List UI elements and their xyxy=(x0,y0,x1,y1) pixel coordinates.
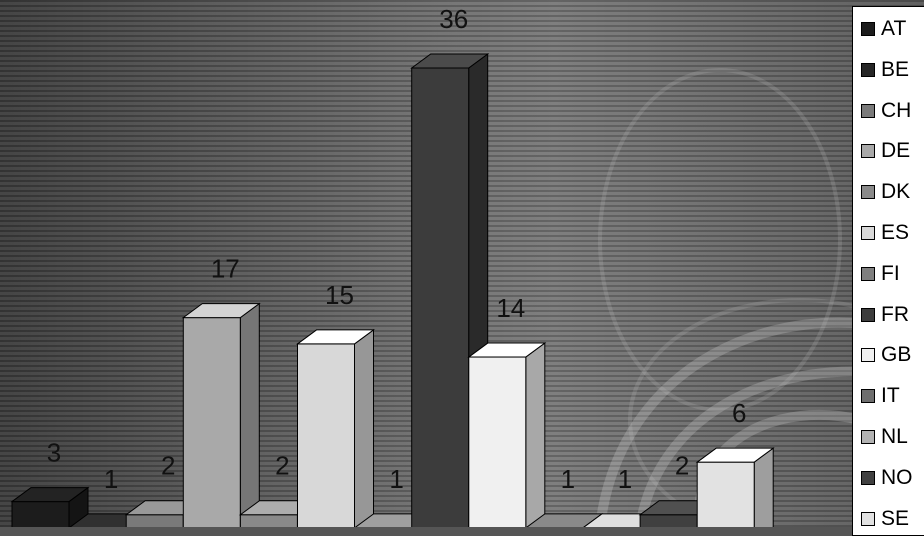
legend-label-it: IT xyxy=(881,384,900,408)
data-label-fi: 1 xyxy=(389,464,403,494)
data-label-de: 17 xyxy=(211,254,240,284)
legend-item-nl: NL xyxy=(861,423,908,451)
bar-at xyxy=(10,486,90,527)
bar-front-fr xyxy=(411,67,470,527)
data-label-gb: 14 xyxy=(496,293,525,323)
legend-swatch-at xyxy=(861,22,875,36)
data-label-es: 15 xyxy=(325,280,354,310)
data-label-nl: 1 xyxy=(618,464,632,494)
data-label-no: 2 xyxy=(675,451,689,481)
bar-front-es xyxy=(297,343,355,527)
legend-label-at: AT xyxy=(881,17,907,40)
legend-item-es: ES xyxy=(861,219,909,247)
bar-front-de xyxy=(182,317,241,527)
bar-front-ch xyxy=(125,514,184,527)
legend-item-it: IT xyxy=(861,382,900,410)
legend-label-fi: FI xyxy=(881,261,900,285)
legend-item-dk: DK xyxy=(861,178,910,206)
data-label-fr: 36 xyxy=(439,4,468,34)
legend-item-ch: CH xyxy=(861,97,911,125)
bar-side-es xyxy=(354,328,374,527)
bar-top-gb xyxy=(467,342,547,358)
legend-label-nl: NL xyxy=(881,425,908,448)
bar-side-de xyxy=(239,302,260,527)
bar-top-fr xyxy=(410,53,490,69)
legend-swatch-be xyxy=(861,62,875,77)
bar-top-es xyxy=(295,329,376,345)
legend-swatch-fi xyxy=(861,266,875,281)
bar-front-dk xyxy=(239,514,298,527)
legend-label-fr: FR xyxy=(881,302,909,326)
legend-swatch-dk xyxy=(861,185,875,200)
legend-item-de: DE xyxy=(861,137,910,165)
data-label-ch: 2 xyxy=(161,451,175,481)
data-label-se: 6 xyxy=(732,398,746,428)
bar-front-gb xyxy=(468,356,527,527)
legend-item-se: SE xyxy=(861,505,909,533)
data-label-at: 3 xyxy=(47,438,61,468)
legend-swatch-es xyxy=(861,226,875,240)
legend-swatch-gb xyxy=(861,348,875,363)
legend-label-se: SE xyxy=(881,506,910,530)
bar-front-at xyxy=(11,501,70,527)
legend-swatch-se xyxy=(861,511,875,526)
data-label-be: 1 xyxy=(104,464,118,494)
bar-es xyxy=(295,328,376,527)
bar-top-at xyxy=(10,487,90,503)
legend-swatch-de xyxy=(861,144,875,159)
bar-front-se xyxy=(696,461,755,527)
legend-item-gb: GB xyxy=(861,341,911,369)
bar-front-no xyxy=(639,514,698,527)
legend-item-be: BE xyxy=(861,56,909,84)
chart-legend: AT BE CH DE DK ES FI FR GB IT NL NO SE xyxy=(852,6,924,536)
legend-label-es: ES xyxy=(881,221,910,244)
legend-item-at: AT xyxy=(861,15,906,43)
legend-label-no: NO xyxy=(881,465,913,489)
legend-label-de: DE xyxy=(881,139,911,163)
bar-top-de xyxy=(181,303,261,319)
legend-label-dk: DK xyxy=(881,180,911,204)
legend-swatch-no xyxy=(861,470,875,485)
legend-item-fi: FI xyxy=(861,260,900,288)
legend-item-fr: FR xyxy=(861,301,909,329)
bar-top-se xyxy=(695,447,775,463)
bar-de xyxy=(181,302,261,527)
bar-gb xyxy=(467,342,547,527)
bar-side-gb xyxy=(525,342,546,527)
legend-label-ch: CH xyxy=(881,98,912,122)
legend-swatch-it xyxy=(861,389,875,404)
bar-fr xyxy=(410,53,490,527)
legend-swatch-ch xyxy=(861,103,875,118)
legend-label-be: BE xyxy=(881,57,910,81)
data-label-dk: 2 xyxy=(275,451,289,481)
legend-item-no: NO xyxy=(861,464,913,492)
legend-swatch-fr xyxy=(861,307,875,322)
legend-label-gb: GB xyxy=(881,343,912,367)
bar-se xyxy=(695,447,775,527)
legend-swatch-nl xyxy=(861,430,875,444)
data-label-it: 1 xyxy=(561,464,575,494)
